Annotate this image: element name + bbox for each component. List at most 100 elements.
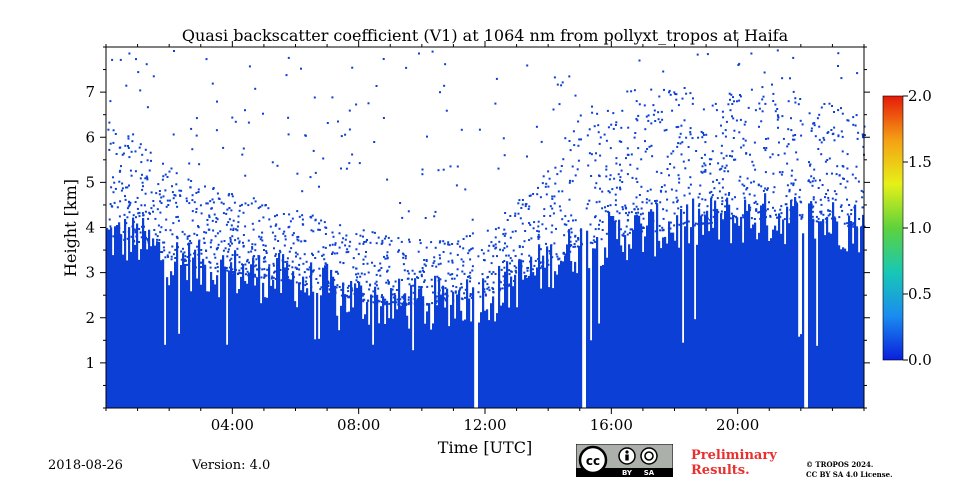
signal-speckle (379, 274, 382, 277)
signal-column (324, 265, 327, 408)
signal-speckle (595, 201, 598, 204)
signal-speckle (355, 248, 358, 251)
signal-speckle (231, 193, 233, 196)
signal-speckle (305, 260, 308, 263)
signal-speckle (817, 148, 820, 150)
signal-column (440, 294, 443, 408)
signal-column (258, 255, 261, 408)
signal-speckle (277, 269, 280, 272)
signal-speckle (792, 134, 795, 137)
signal-speckle (216, 192, 219, 195)
signal-speckle (237, 273, 239, 275)
signal-speckle (417, 300, 420, 303)
signal-speckle (224, 247, 227, 250)
signal-speckle (338, 246, 341, 249)
signal-speckle (833, 190, 836, 193)
signal-speckle (820, 203, 823, 206)
signal-speckle (733, 100, 735, 103)
signal-speckle (355, 233, 358, 236)
signal-speckle (725, 215, 728, 218)
signal-speckle (287, 116, 290, 119)
signal-speckle (570, 227, 573, 230)
signal-speckle (248, 261, 250, 264)
signal-speckle (186, 256, 189, 258)
signal-speckle (310, 285, 313, 288)
signal-speckle (776, 108, 779, 110)
signal-speckle (580, 138, 582, 141)
signal-speckle (720, 210, 723, 213)
signal-speckle (670, 188, 673, 191)
signal-speckle (153, 229, 156, 231)
signal-column (552, 288, 555, 408)
signal-speckle (847, 225, 850, 228)
signal-speckle (118, 234, 121, 237)
signal-speckle (509, 262, 511, 265)
signal-speckle (537, 225, 540, 228)
signal-speckle (682, 222, 685, 225)
signal-speckle (209, 246, 212, 249)
signal-column (538, 244, 541, 408)
signal-speckle (170, 258, 173, 261)
signal-column (322, 267, 325, 408)
signal-speckle (247, 121, 250, 124)
signal-column (676, 215, 679, 408)
signal-speckle (633, 136, 636, 139)
signal-speckle (548, 250, 551, 253)
signal-speckle (228, 207, 231, 209)
signal-speckle (324, 226, 327, 229)
signal-speckle (567, 230, 570, 233)
signal-speckle (350, 287, 353, 290)
signal-speckle (588, 199, 591, 202)
signal-speckle (226, 208, 229, 211)
signal-speckle (848, 224, 851, 227)
signal-speckle (274, 278, 277, 280)
signal-speckle (216, 218, 219, 221)
signal-speckle (569, 240, 572, 243)
signal-speckle (702, 108, 705, 111)
signal-column (844, 248, 847, 408)
signal-speckle (822, 136, 825, 139)
signal-column (548, 287, 551, 408)
signal-speckle (421, 168, 424, 171)
signal-column (660, 248, 663, 408)
colorbar-ticks: 0.00.51.01.52.0 (903, 87, 932, 369)
signal-speckle (312, 149, 315, 152)
signal-speckle (225, 212, 228, 215)
signal-speckle (144, 210, 147, 213)
signal-speckle (135, 235, 138, 238)
signal-speckle (222, 212, 225, 215)
signal-column (774, 225, 777, 408)
signal-speckle (365, 240, 368, 243)
signal-speckle (110, 186, 113, 189)
signal-speckle (737, 64, 740, 66)
signal-speckle (215, 129, 218, 132)
chart-title: Quasi backscatter coefficient (V1) at 10… (182, 26, 789, 45)
signal-column (328, 292, 331, 408)
signal-speckle (855, 114, 858, 117)
signal-speckle (135, 234, 138, 237)
signal-speckle (705, 216, 708, 219)
signal-speckle (175, 183, 178, 186)
signal-speckle (826, 159, 829, 161)
signal-speckle (545, 193, 548, 196)
signal-speckle (436, 295, 438, 298)
signal-speckle (499, 248, 502, 251)
signal-speckle (232, 219, 235, 222)
signal-speckle (407, 296, 410, 299)
signal-speckle (443, 297, 446, 300)
signal-speckle (377, 299, 380, 302)
signal-speckle (603, 133, 606, 136)
signal-speckle (635, 205, 638, 208)
signal-speckle (607, 190, 610, 193)
signal-speckle (524, 205, 527, 208)
signal-column (426, 311, 429, 408)
signal-speckle (772, 100, 775, 102)
signal-speckle (739, 118, 742, 121)
signal-column (678, 247, 681, 408)
signal-column (460, 310, 463, 408)
signal-speckle (224, 268, 227, 271)
signal-speckle (291, 273, 294, 276)
signal-speckle (407, 303, 410, 306)
copyright-line-2: CC BY SA 4.0 License. (806, 470, 893, 479)
signal-speckle (216, 232, 219, 235)
